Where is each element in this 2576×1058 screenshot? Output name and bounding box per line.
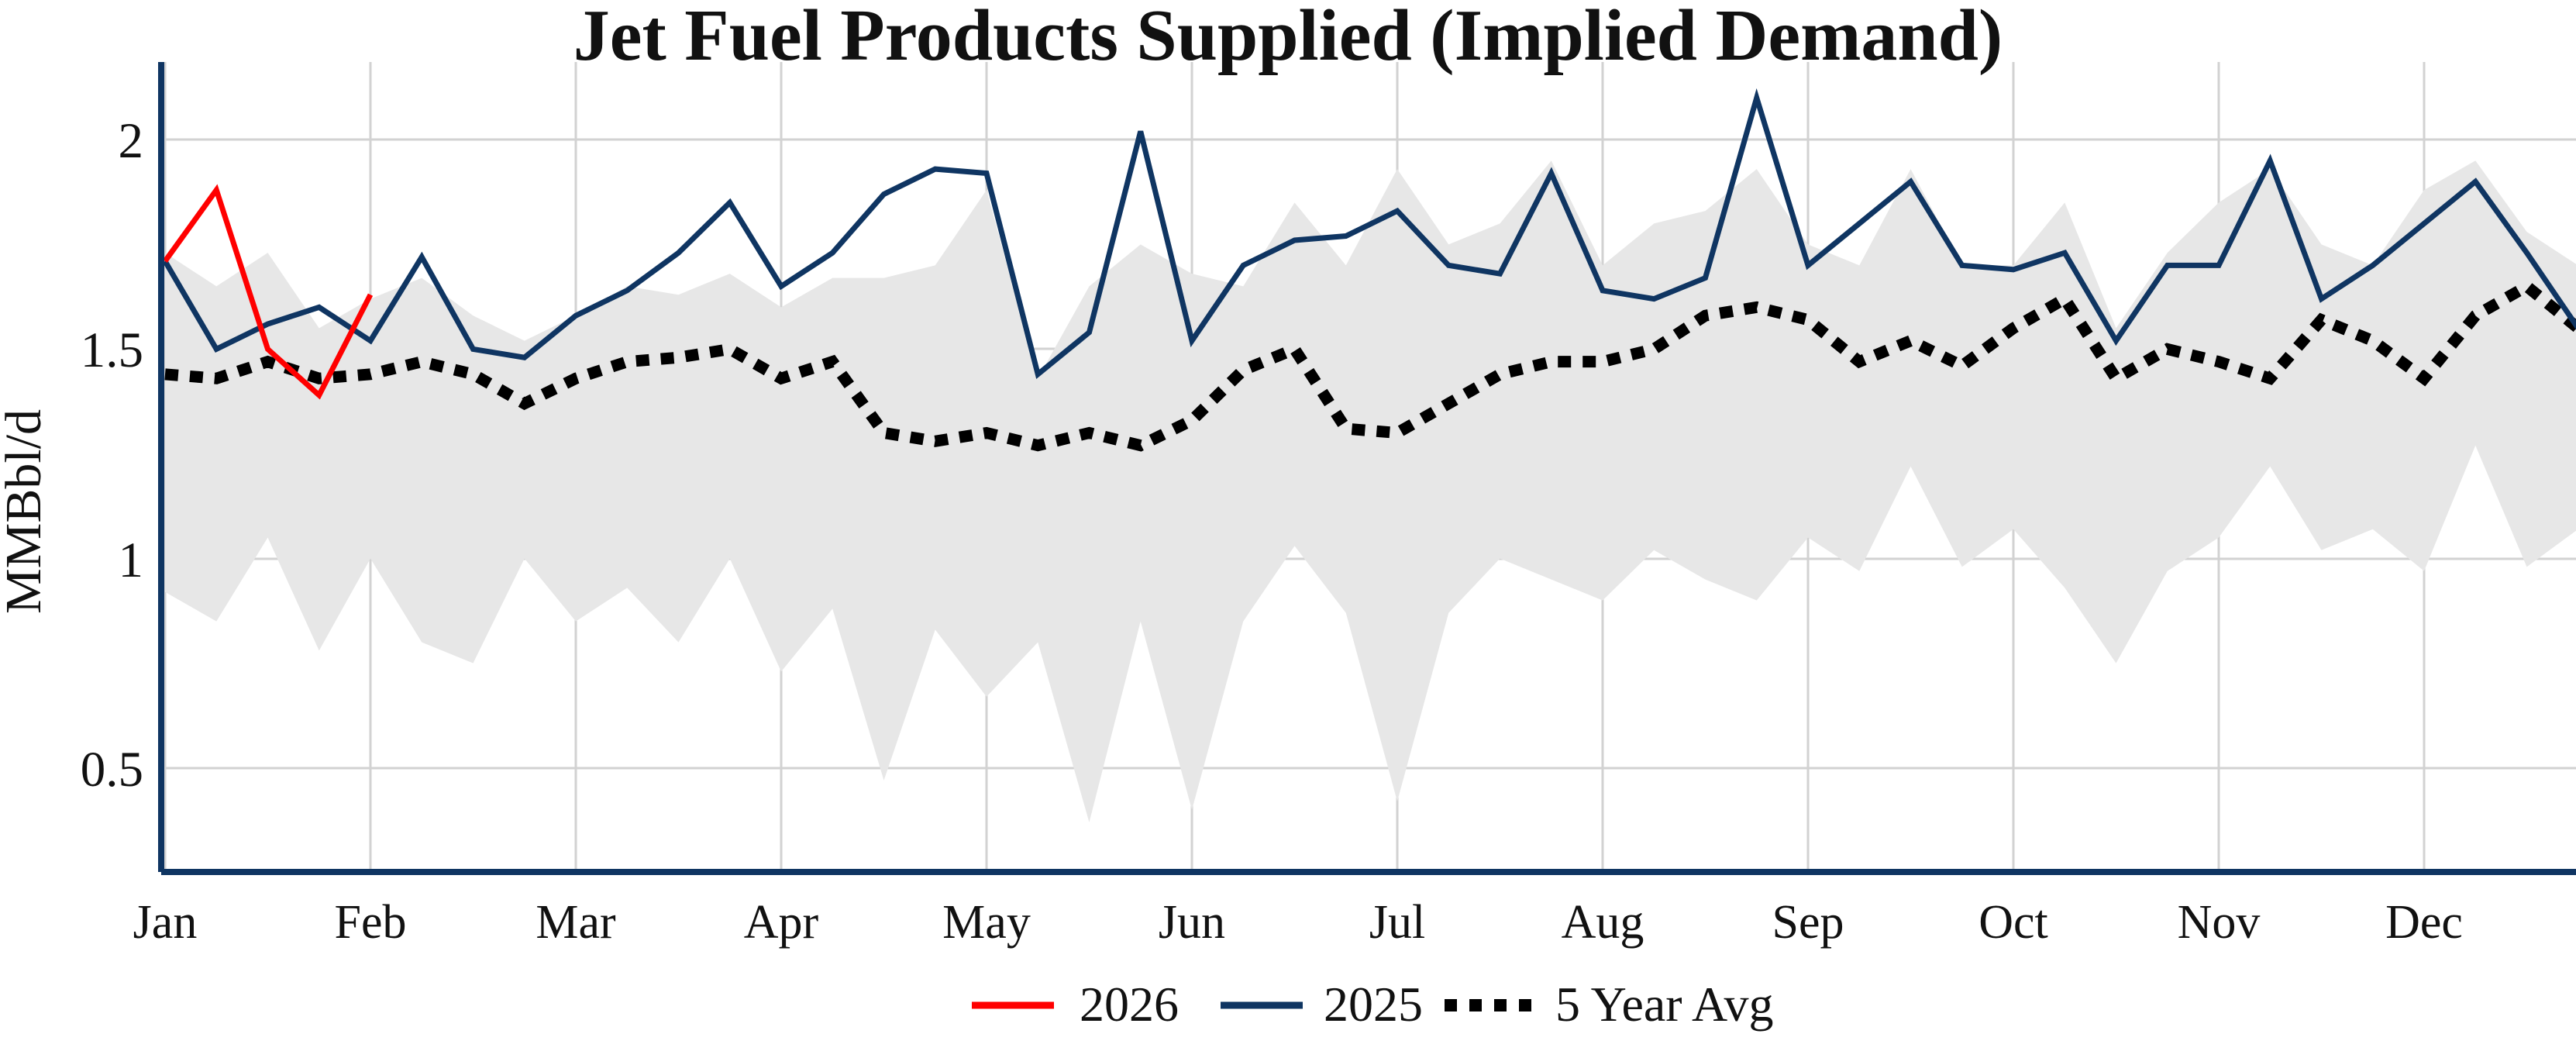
svg-text:Apr: Apr <box>744 896 819 949</box>
svg-text:Jun: Jun <box>1159 896 1225 949</box>
svg-text:5 Year Avg: 5 Year Avg <box>1555 977 1774 1032</box>
svg-text:Nov: Nov <box>2178 896 2261 949</box>
svg-text:Sep: Sep <box>1772 896 1844 949</box>
svg-text:Jan: Jan <box>133 896 198 949</box>
svg-text:1.5: 1.5 <box>81 322 143 378</box>
svg-text:1: 1 <box>119 532 144 588</box>
svg-text:2025: 2025 <box>1324 977 1423 1032</box>
svg-text:Dec: Dec <box>2385 896 2463 949</box>
svg-text:MMBbl/d: MMBbl/d <box>0 409 52 614</box>
svg-text:Oct: Oct <box>1978 896 2048 949</box>
svg-text:Feb: Feb <box>335 896 407 949</box>
svg-text:Mar: Mar <box>536 896 616 949</box>
svg-text:0.5: 0.5 <box>81 742 143 798</box>
svg-text:Aug: Aug <box>1562 896 1644 949</box>
svg-text:2: 2 <box>119 113 144 169</box>
svg-text:May: May <box>942 896 1031 949</box>
svg-text:2026: 2026 <box>1080 977 1179 1032</box>
svg-text:Jul: Jul <box>1369 896 1425 949</box>
